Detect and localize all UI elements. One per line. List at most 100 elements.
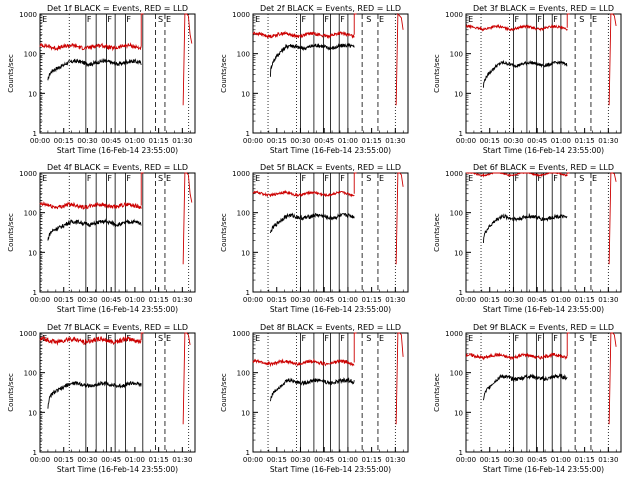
x-tick-label: 00:30 [503,296,523,304]
x-axis-label: Start Time (16-Feb-14 23:55:00) [270,146,391,155]
y-tick-label: 1 [33,130,37,138]
y-tick-label: 1000 [232,170,250,178]
x-tick-label: 01:15 [149,296,169,304]
series-lld-tail [608,332,617,425]
y-tick-label: 10 [241,409,250,417]
marker-letter: F [514,334,519,343]
y-tick-label: 10 [454,90,463,98]
series-lld-tail [395,12,404,106]
y-tick-label: 1 [246,130,250,138]
x-axis-label: Start Time (16-Feb-14 23:55:00) [57,305,178,314]
plot-frame [39,172,196,293]
x-tick-label: 01:00 [125,137,145,145]
x-tick-label: 01:00 [338,137,358,145]
y-tick-label: 1 [459,130,463,138]
series-lld-tail [182,332,191,425]
series-events-line [482,373,568,401]
marker-letter: E [592,174,597,183]
x-tick-label: 00:30 [290,456,310,464]
x-axis-label: Start Time (16-Feb-14 23:55:00) [57,465,178,474]
y-axis-label: Counts/sec [7,213,15,252]
marker-letter: E [468,15,473,24]
series-lld-tail [608,13,617,106]
x-tick-label: 01:15 [149,137,169,145]
x-tick-label: 01:30 [598,296,618,304]
x-tick-label: 00:45 [314,137,334,145]
marker-letter: E [468,174,473,183]
x-tick-label: 01:30 [385,456,405,464]
y-tick-label: 1 [246,289,250,297]
y-tick-label: 10 [28,90,37,98]
marker-letter: F [301,174,306,183]
series-lld-jump [566,332,570,357]
x-tick-label: 00:30 [77,456,97,464]
panel-title: Det 9f BLACK = Events, RED = LLD [473,323,614,332]
y-axis-label: Counts/sec [7,54,15,93]
marker-letter: F [537,174,542,183]
marker-letter: F [340,15,345,24]
series-lld-tail [395,332,404,425]
y-tick-label: 1 [246,449,250,457]
y-tick-label: 100 [237,51,250,59]
x-tick-label: 00:00 [243,296,263,304]
x-tick-label: 01:30 [172,137,192,145]
marker-letter: E [255,174,260,183]
x-axis-label: Start Time (16-Feb-14 23:55:00) [483,465,604,474]
y-tick-label: 100 [237,210,250,218]
marker-letter: F [87,334,92,343]
marker-letter: E [379,174,384,183]
marker-letter: F [107,15,112,24]
marker-letter: S [366,334,371,343]
marker-letter: S [366,174,371,183]
panel-4: Det 4f BLACK = Events, RED = LLD 1 10 100 10… [7,163,196,314]
panel-3: Det 3f BLACK = Events, RED = LLD 1 10 100 10… [433,4,622,155]
y-tick-label: 10 [454,409,463,417]
x-tick-label: 00:15 [54,296,74,304]
y-axis-label: Counts/sec [7,373,15,412]
x-tick-label: 01:00 [551,296,571,304]
x-tick-label: 00:15 [267,456,287,464]
series-lld-line [252,189,355,198]
marker-letter: F [553,174,558,183]
series-lld-tail [182,172,193,265]
x-tick-label: 00:00 [456,456,476,464]
marker-letter: F [126,15,131,24]
panel-1: Det 1f BLACK = Events, RED = LLD 1 10 100 10… [7,4,196,155]
x-tick-label: 00:45 [314,296,334,304]
series-lld-tail [395,172,404,265]
x-tick-label: 00:15 [54,137,74,145]
x-tick-label: 00:15 [480,456,500,464]
y-tick-label: 100 [450,370,463,378]
marker-letter: F [87,174,92,183]
x-tick-label: 00:45 [101,456,121,464]
series-lld-jump [566,172,570,174]
series-lld-jump [566,13,570,28]
x-tick-label: 00:30 [290,137,310,145]
y-tick-label: 100 [24,370,37,378]
y-tick-label: 1 [459,449,463,457]
x-tick-label: 00:00 [243,137,263,145]
marker-letter: S [579,15,584,24]
marker-letter: E [166,334,171,343]
x-tick-label: 01:15 [575,296,595,304]
x-tick-label: 00:30 [503,456,523,464]
y-tick-label: 1000 [445,11,463,19]
marker-letter: F [107,174,112,183]
x-tick-label: 01:15 [362,137,382,145]
marker-letter: E [42,174,47,183]
series-lld-line [465,23,568,32]
x-tick-label: 00:00 [456,137,476,145]
x-tick-label: 00:15 [54,456,74,464]
x-tick-label: 00:00 [243,456,263,464]
panel-5: Det 5f BLACK = Events, RED = LLD 1 10 100 10… [220,163,409,314]
y-axis-label: Counts/sec [220,373,228,412]
series-lld-line [39,42,142,52]
series-events-line [47,58,142,81]
marker-letter: S [579,174,584,183]
series-lld-line [465,352,568,361]
marker-letter: F [324,174,329,183]
y-tick-label: 1000 [232,330,250,338]
x-tick-label: 00:00 [30,137,50,145]
y-tick-label: 100 [450,210,463,218]
y-tick-label: 100 [24,210,37,218]
